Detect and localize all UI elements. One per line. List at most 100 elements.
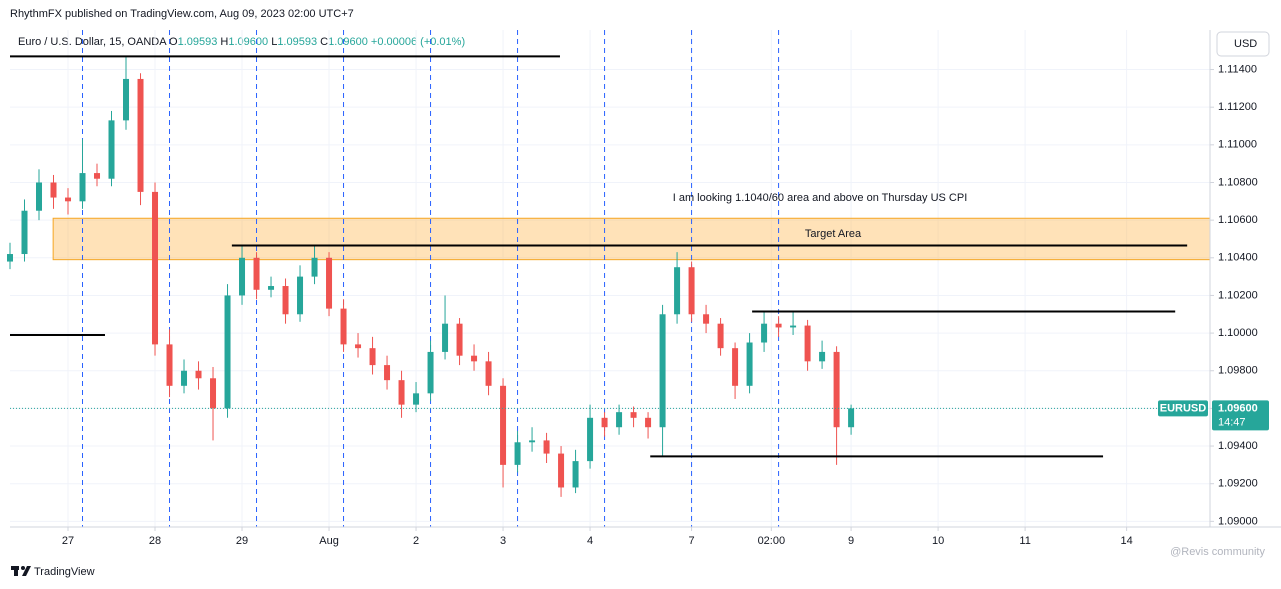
candle-body (732, 348, 739, 386)
last-price-box (1212, 400, 1269, 431)
candle-body (761, 323, 768, 343)
x-tick-label: 02:00 (758, 535, 786, 547)
candle-body (543, 440, 550, 454)
candle-body (79, 173, 86, 202)
candle-body (746, 342, 753, 386)
y-tick-label: 1.09000 (1218, 515, 1258, 527)
candle-body (529, 440, 536, 443)
y-tick-label: 1.10800 (1218, 176, 1258, 188)
x-tick-label: 11 (1019, 535, 1030, 547)
candle-body (7, 254, 13, 262)
candle-body (442, 323, 449, 352)
candle-body (659, 314, 666, 428)
y-tick-label: 1.11200 (1218, 101, 1257, 113)
logo-part (22, 566, 31, 576)
candle-body (775, 323, 782, 328)
candle-body (717, 323, 724, 349)
last-price-label: 1.09600 (1218, 402, 1258, 414)
x-tick-label: 29 (236, 535, 248, 547)
ohlc-key: L (271, 36, 277, 48)
candle-body (500, 385, 507, 465)
ohlc-key: C (320, 36, 328, 48)
candle-body (790, 325, 797, 328)
symbol: Euro / U.S. Dollar, 15, OANDA (18, 36, 167, 48)
candle-body (152, 191, 159, 345)
watermark: @Revis community (1170, 546, 1265, 558)
candle-body (326, 257, 333, 309)
candle-body (587, 417, 594, 462)
candle-body (848, 408, 855, 428)
publisher: RhythmFX published on TradingView.com, A… (10, 8, 354, 20)
brand: TradingView (34, 566, 95, 578)
currency[interactable]: USD (1234, 38, 1257, 50)
candle-body (601, 417, 608, 428)
candle-body (688, 267, 695, 315)
x-tick-label: 10 (932, 535, 944, 547)
candle-body (108, 120, 115, 179)
candle-body (572, 461, 579, 488)
currency-button[interactable] (1216, 31, 1270, 57)
candle-body (195, 370, 202, 379)
candle-body (166, 344, 173, 386)
y-tick-label: 1.09800 (1218, 365, 1258, 377)
countdown: 14:47 (1218, 416, 1246, 428)
candle-body (181, 370, 188, 386)
candle-body (645, 417, 652, 428)
candle-body (471, 355, 478, 362)
candle-body (65, 197, 72, 202)
candle-body (558, 453, 565, 488)
logo-part (21, 566, 25, 570)
candle-body (355, 344, 362, 349)
ohlc-key: H (220, 36, 228, 48)
y-tick-label: 1.10200 (1218, 289, 1258, 301)
candle-body (413, 393, 420, 405)
logo-part (14, 566, 18, 576)
candle-body (137, 78, 144, 192)
candle-body (282, 286, 289, 315)
y-tick-label: 1.09400 (1218, 440, 1258, 452)
candle-body (268, 286, 275, 290)
annotation: I am looking 1.1040/60 area and above on… (673, 192, 968, 204)
change: +0.00006 (+0.01%) (371, 36, 465, 48)
candle-body (21, 210, 28, 255)
candle-body (674, 267, 681, 315)
candle-body (485, 361, 492, 386)
candle-body (514, 442, 521, 465)
y-tick-label: 1.10000 (1218, 327, 1258, 339)
x-tick-label: 27 (62, 535, 74, 547)
candle-body (427, 351, 434, 394)
x-tick-label: 2 (413, 535, 419, 547)
ohlc-value: 1.09600 (328, 36, 368, 48)
candle-body (297, 276, 304, 315)
ticker: EURUSD (1160, 402, 1207, 414)
y-tick-label: 1.09200 (1218, 478, 1258, 490)
x-tick-label: 3 (500, 535, 506, 547)
candle-body (311, 257, 318, 277)
candle-body (36, 182, 43, 211)
candle-body (94, 173, 101, 179)
candle-body (239, 257, 246, 296)
candle-body (50, 182, 57, 198)
candle-body (369, 348, 376, 366)
candle-body (833, 351, 840, 428)
x-tick-label: 7 (689, 535, 695, 547)
target-zone (52, 217, 1211, 261)
candle-body (703, 314, 710, 324)
candle-body (630, 412, 637, 418)
y-tick-label: 1.11400 (1218, 63, 1257, 75)
candle-body (340, 308, 347, 345)
ohlc-key: O (169, 36, 178, 48)
candle-body (456, 323, 463, 356)
x-tick-label: 4 (587, 535, 593, 547)
ohlc-value: 1.09593 (277, 36, 317, 48)
candle-body (804, 325, 811, 362)
y-tick-label: 1.10600 (1218, 214, 1258, 226)
candle-body (123, 78, 130, 121)
ohlc-value: 1.09593 (178, 36, 218, 48)
candle-body (384, 365, 391, 381)
x-tick-label: 9 (848, 535, 854, 547)
x-tick-label: Aug (319, 535, 339, 547)
y-tick-label: 1.10400 (1218, 252, 1258, 264)
